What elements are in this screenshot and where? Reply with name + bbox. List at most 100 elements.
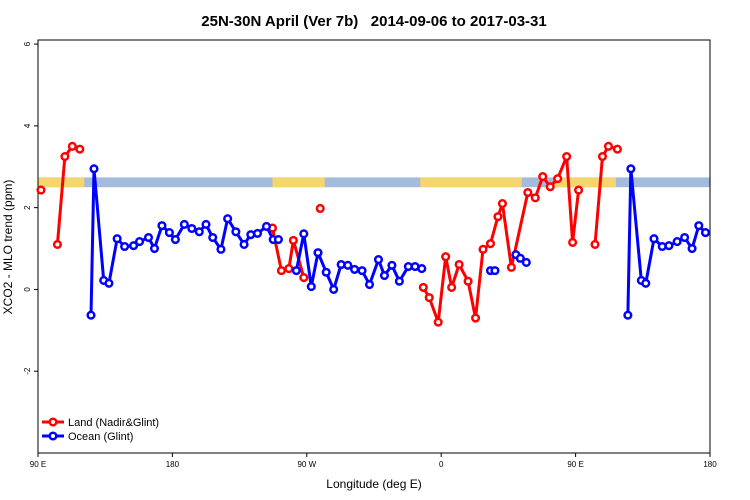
point [149, 243, 160, 254]
point [216, 244, 226, 254]
x-tick-label: 90 E [30, 460, 46, 469]
point [603, 141, 614, 151]
y-tick-label: 0 [23, 287, 32, 292]
point [680, 232, 690, 243]
point [493, 212, 503, 222]
point [86, 310, 96, 320]
point [379, 270, 390, 281]
point [75, 144, 85, 154]
point [60, 151, 70, 162]
point [373, 255, 384, 265]
land-band [420, 177, 522, 188]
ocean-band [38, 177, 710, 188]
point [284, 264, 294, 274]
point [321, 267, 331, 277]
point [276, 266, 286, 276]
y-tick-label: 6 [23, 41, 32, 46]
y-tick-label: 4 [23, 123, 32, 128]
point [417, 264, 427, 274]
y-tick-label: -2 [23, 367, 32, 375]
point [649, 234, 659, 244]
point [261, 221, 272, 232]
point [67, 141, 77, 151]
point [694, 221, 704, 231]
point [273, 234, 283, 245]
point [143, 232, 154, 243]
y-tick-label: 2 [23, 205, 32, 210]
point [590, 239, 600, 250]
x-axis-label: Longitude (deg E) [326, 477, 421, 491]
point [187, 223, 197, 234]
point [626, 164, 636, 174]
point [700, 228, 711, 238]
point [350, 264, 360, 274]
legend-label: Land (Nadir&Glint) [68, 417, 159, 429]
land-band [554, 177, 616, 188]
point [357, 266, 367, 276]
point [521, 257, 531, 267]
point [664, 241, 674, 251]
point [687, 243, 697, 254]
x-tick-label: 180 [166, 460, 180, 469]
point [490, 266, 500, 276]
point [447, 282, 457, 292]
point [223, 214, 233, 224]
point [441, 252, 451, 262]
point [120, 241, 130, 252]
point [343, 260, 353, 270]
point [364, 279, 375, 290]
point [194, 227, 204, 237]
point [170, 234, 180, 245]
point [672, 237, 682, 247]
point [134, 237, 145, 247]
point [433, 317, 443, 327]
point [36, 185, 46, 195]
point [485, 239, 496, 249]
point [497, 199, 507, 209]
point [299, 273, 309, 283]
point [545, 182, 555, 192]
point [179, 219, 189, 229]
legend-marker [48, 431, 58, 441]
chart-title: 25N-30N April (Ver 7b) 2014-09-06 to 201… [201, 13, 546, 30]
point [463, 276, 473, 286]
point [288, 235, 298, 245]
x-tick-label: 0 [439, 460, 444, 469]
point [530, 193, 540, 203]
point [313, 248, 323, 258]
point [201, 219, 211, 229]
point [306, 282, 316, 292]
point [553, 174, 563, 184]
point [112, 234, 122, 244]
point [568, 237, 578, 247]
point [387, 260, 397, 270]
point [515, 253, 525, 263]
point [574, 185, 584, 195]
x-tick-label: 180 [703, 460, 717, 469]
land-band [38, 177, 85, 188]
point [52, 239, 62, 250]
point [523, 187, 533, 198]
point [157, 221, 167, 231]
legend-label: Ocean (Glint) [68, 431, 133, 443]
point [129, 241, 139, 251]
legend-marker [48, 417, 58, 427]
y-axis-label: XCO2 - MLO trend (ppm) [1, 180, 15, 315]
point [418, 282, 428, 292]
point [597, 151, 608, 162]
point [623, 310, 633, 320]
point [104, 278, 114, 288]
point [89, 164, 99, 174]
point [470, 313, 481, 323]
point [506, 262, 516, 272]
point [164, 228, 174, 238]
point [315, 203, 325, 214]
point [394, 276, 404, 286]
point [478, 244, 488, 254]
x-tick-label: 90 E [567, 460, 583, 469]
plot-frame [37, 39, 711, 454]
point [612, 144, 622, 154]
land-band [272, 177, 325, 188]
x-tick-label: 90 W [297, 460, 316, 469]
